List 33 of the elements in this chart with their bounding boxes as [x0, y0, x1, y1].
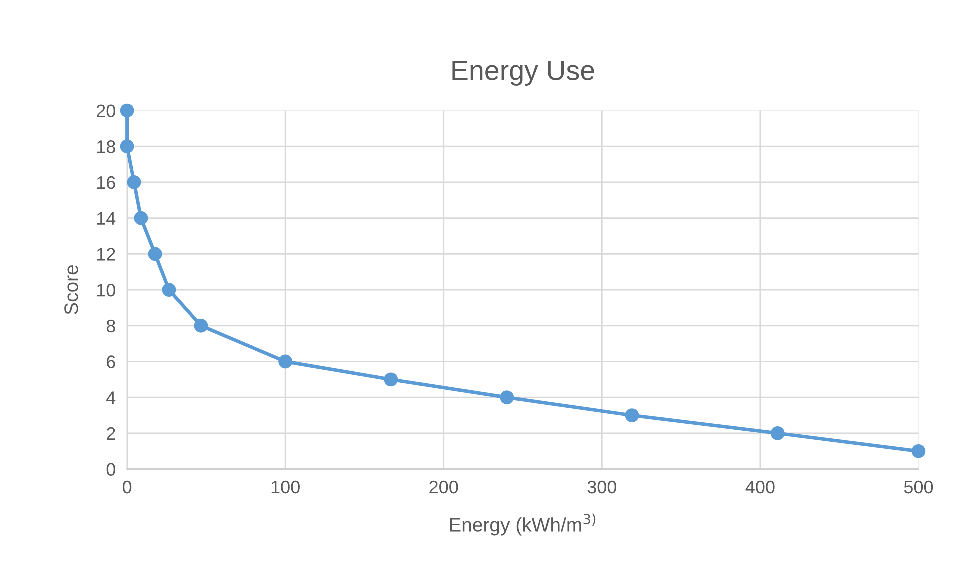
point [134, 211, 148, 226]
x-tick-label: 300 [588, 480, 616, 494]
y-tick-label: 6 [107, 356, 116, 368]
y-tick-label: 20 [96, 104, 116, 118]
point [384, 372, 398, 387]
chart-title: Energy Use [452, 61, 594, 86]
point [120, 140, 134, 154]
x-tick-label: 400 [746, 480, 775, 494]
point [770, 426, 785, 440]
y-tick-label: 16 [97, 176, 116, 190]
point [500, 390, 514, 405]
x-tick-label: 200 [430, 480, 458, 494]
y-tick-label: 2 [107, 427, 116, 440]
y-tick-label: 0 [106, 463, 116, 476]
point [194, 318, 208, 333]
y-tick-label: 12 [97, 248, 116, 261]
x-axis-title: Energy (kWh/m$^{3)}$ [450, 514, 596, 536]
point [162, 283, 176, 297]
y-tick-label: 18 [97, 140, 116, 154]
x-tick-label: 100 [272, 480, 300, 494]
x-tick-label: 0 [122, 480, 132, 494]
point [127, 176, 142, 190]
point [912, 444, 926, 458]
point [625, 408, 640, 422]
point [278, 354, 293, 369]
point [120, 104, 134, 118]
y-tick-label: 10 [97, 284, 116, 297]
y-axis-title: Score [64, 266, 78, 315]
x-tick-label: 500 [904, 480, 934, 494]
y-tick-label: 14 [97, 212, 116, 225]
y-tick-label: 8 [106, 320, 116, 333]
y-tick-label: 4 [106, 392, 116, 404]
point [148, 247, 162, 262]
